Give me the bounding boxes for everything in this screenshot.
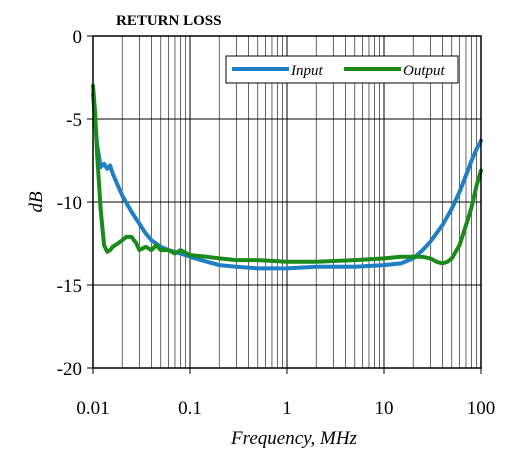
x-tick-label: 1 [282, 398, 292, 419]
x-tick-label: 100 [467, 398, 496, 419]
legend: Input Output [225, 55, 459, 84]
x-tick-label: 10 [375, 398, 394, 419]
y-tick-labels: 0 -5 -10 -15 -20 [57, 27, 82, 380]
tick-marks [87, 35, 482, 374]
y-tick-label: -5 [66, 110, 82, 131]
chart-title: RETURN LOSS [116, 13, 221, 29]
x-axis-label: Frequency, MHz [230, 428, 358, 449]
x-tick-labels: 0.01 0.1 1 10 100 [76, 398, 495, 419]
series-line-output [91, 83, 483, 266]
x-tick-label: 0.1 [178, 398, 202, 419]
y-axis-label: dB [26, 191, 47, 213]
y-tick-label: -15 [57, 276, 82, 297]
x-tick-label: 0.01 [76, 398, 109, 419]
y-tick-label: -20 [57, 359, 82, 380]
series-line-input [91, 92, 483, 271]
y-tick-label: 0 [73, 27, 83, 48]
series-layer [91, 83, 483, 271]
legend-input-label: Input [290, 63, 323, 79]
y-tick-label: -10 [57, 193, 82, 214]
legend-output-label: Output [403, 63, 446, 79]
